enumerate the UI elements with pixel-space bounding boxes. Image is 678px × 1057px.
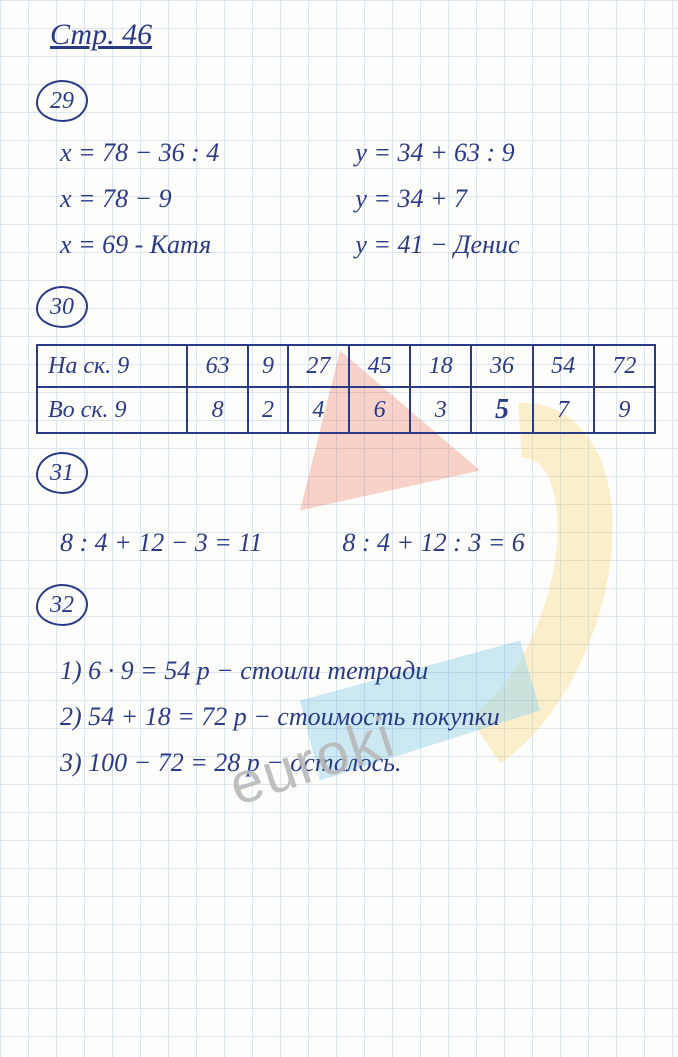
- p29-left-2: x = 78 − 9: [60, 176, 344, 222]
- p30-r1-c3: 45: [349, 345, 410, 387]
- p30-r2-c5: 5: [471, 387, 532, 433]
- p29-row-2: x = 78 − 9 y = 34 + 7: [30, 176, 658, 222]
- p31-left: 8 : 4 + 12 − 3 = 11: [60, 520, 262, 566]
- spacer: [30, 502, 658, 520]
- p29-row-1: x = 78 − 36 : 4 y = 34 + 63 : 9: [30, 130, 658, 176]
- p31-right: 8 : 4 + 12 : 3 = 6: [342, 520, 524, 566]
- p30-r2-c3: 6: [349, 387, 410, 433]
- p29-left-3: x = 69 - Катя: [60, 222, 344, 268]
- p30-r2-label: Во ск. 9: [37, 387, 187, 433]
- p29-right-3: y = 41 − Денис: [355, 222, 628, 268]
- p29-right-2: y = 34 + 7: [355, 176, 628, 222]
- p30-r2-c6: 7: [533, 387, 594, 433]
- p32-line-3: 3) 100 − 72 = 28 р − осталось.: [30, 740, 658, 786]
- p30-r1-c2: 27: [288, 345, 349, 387]
- problem-number-32: 32: [36, 584, 88, 626]
- p29-left-1: x = 78 − 36 : 4: [60, 130, 344, 176]
- p30-r1-label: На ск. 9: [37, 345, 187, 387]
- table-row: На ск. 9 63 9 27 45 18 36 54 72: [37, 345, 655, 387]
- p29-row-3: x = 69 - Катя y = 41 − Денис: [30, 222, 658, 268]
- handwritten-content: Стр. 46 29 x = 78 − 36 : 4 y = 34 + 63 :…: [0, 0, 678, 1057]
- p30-r1-c7: 72: [594, 345, 655, 387]
- problem-number-31: 31: [36, 452, 88, 494]
- spacer: [30, 634, 658, 648]
- problem-number-30: 30: [36, 286, 88, 328]
- p30-table: На ск. 9 63 9 27 45 18 36 54 72 Во ск. 9…: [36, 344, 656, 434]
- p30-r2-c0: 8: [187, 387, 248, 433]
- problem-number-29: 29: [36, 80, 88, 122]
- p30-r1-c6: 54: [533, 345, 594, 387]
- p30-r2-c2: 4: [288, 387, 349, 433]
- p32-line-1: 1) 6 · 9 = 54 р − стоили тетради: [30, 648, 658, 694]
- p30-r1-c1: 9: [248, 345, 288, 387]
- p29-right-1: y = 34 + 63 : 9: [355, 130, 628, 176]
- page-title: Стр. 46: [50, 18, 658, 52]
- p30-r2-c7: 9: [594, 387, 655, 433]
- p32-line-2: 2) 54 + 18 = 72 р − стоимость покупки: [30, 694, 658, 740]
- p30-r1-c0: 63: [187, 345, 248, 387]
- p30-r2-c1: 2: [248, 387, 288, 433]
- p30-r1-c4: 18: [410, 345, 471, 387]
- p30-r1-c5: 36: [471, 345, 532, 387]
- p30-r2-c4: 3: [410, 387, 471, 433]
- p31-row: 8 : 4 + 12 − 3 = 11 8 : 4 + 12 : 3 = 6: [30, 520, 658, 566]
- table-row: Во ск. 9 8 2 4 6 3 5 7 9: [37, 387, 655, 433]
